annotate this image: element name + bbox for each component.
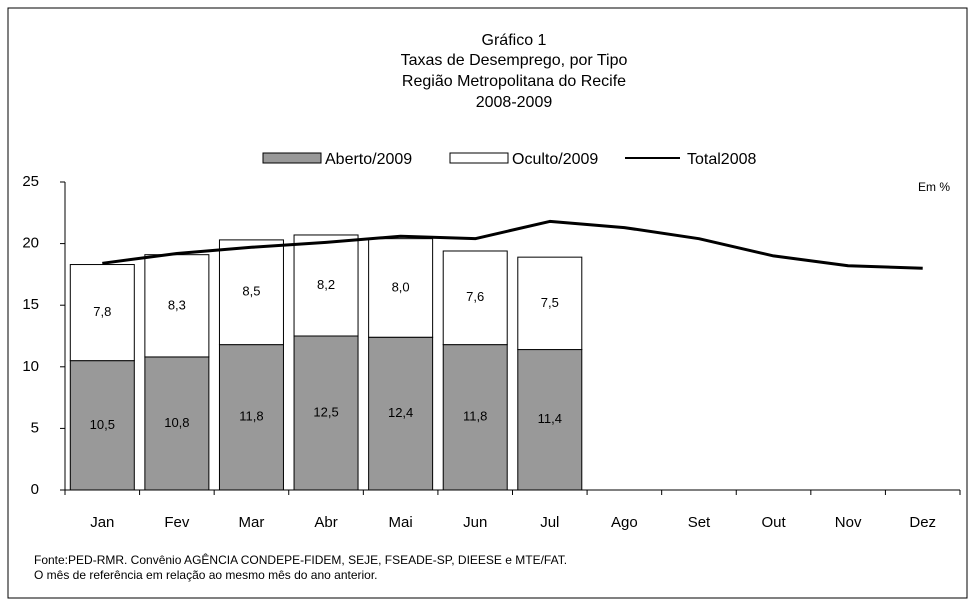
x-tick-label: Abr (314, 514, 337, 531)
y-tick-label: 25 (22, 173, 39, 190)
x-tick-label: Mar (239, 514, 265, 531)
value-label: 11,4 (538, 411, 562, 426)
x-tick-label: Nov (835, 514, 862, 531)
x-tick-label: Jan (90, 514, 114, 531)
value-label: 12,5 (313, 404, 338, 419)
value-label: 8,0 (392, 279, 410, 294)
chart-title: Taxas de Desemprego, por Tipo (401, 52, 628, 69)
bar (293, 335, 359, 491)
footnote: Fonte:PED-RMR. Convênio AGÊNCIA CONDEPE-… (34, 552, 567, 567)
value-label: 10,8 (164, 415, 189, 430)
legend-label: Aberto/2009 (325, 151, 412, 168)
y-tick-label: 15 (22, 296, 39, 313)
bar (442, 250, 508, 346)
value-label: 8,2 (317, 277, 335, 292)
x-tick-label: Dez (909, 514, 936, 531)
value-label: 7,8 (93, 304, 111, 319)
bar (442, 344, 508, 491)
bar (218, 239, 284, 346)
bar (368, 336, 434, 491)
x-tick-label: Ago (611, 514, 638, 531)
line (102, 219, 923, 270)
value-label: 11,8 (463, 409, 487, 424)
x-tick-label: Out (761, 514, 786, 531)
y-tick-label: 5 (31, 419, 39, 436)
y-tick-label: 20 (22, 235, 39, 252)
x-tick-label: Set (688, 514, 711, 531)
footnote: O mês de referência em relação ao mesmo … (34, 568, 378, 582)
bar (517, 256, 583, 351)
legend-swatch (449, 152, 509, 164)
x-tick-label: Jun (463, 514, 487, 531)
y-tick-label: 10 (22, 358, 39, 375)
bar (69, 360, 135, 491)
unit-note: Em % (918, 180, 950, 194)
legend-swatch (262, 152, 322, 164)
bar (368, 238, 434, 338)
bar (144, 254, 210, 358)
x-tick-label: Jul (540, 514, 559, 531)
value-label: 7,6 (466, 289, 484, 304)
value-label: 8,3 (168, 297, 186, 312)
value-label: 10,5 (90, 417, 115, 432)
chart-title: Gráfico 1 (482, 32, 547, 49)
value-label: 12,4 (388, 405, 413, 420)
chart-title: 2008-2009 (476, 94, 553, 111)
bar (517, 349, 583, 491)
value-label: 8,5 (242, 284, 260, 299)
chart-title: Região Metropolitana do Recife (402, 73, 626, 90)
x-tick-label: Fev (164, 514, 190, 531)
y-tick-label: 0 (31, 481, 39, 498)
bar (69, 264, 135, 362)
value-label: 7,5 (541, 295, 559, 310)
legend-label: Oculto/2009 (512, 151, 598, 168)
value-label: 11,8 (239, 409, 263, 424)
x-tick-label: Mai (389, 514, 413, 531)
bar (293, 234, 359, 337)
legend-label: Total2008 (687, 151, 756, 168)
